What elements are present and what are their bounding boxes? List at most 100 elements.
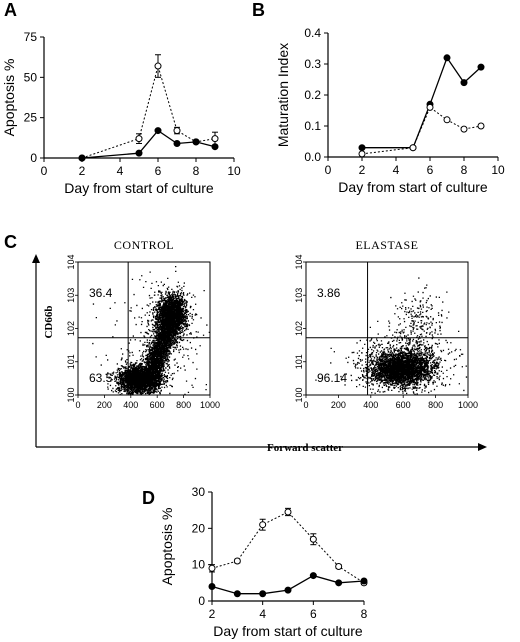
y-tick-label: 103 — [66, 288, 76, 303]
data-point — [309, 535, 317, 543]
flow-events — [315, 277, 468, 396]
data-point — [358, 150, 366, 158]
x-tick-label: 4 — [117, 164, 124, 178]
y-tick-label: 0.1 — [304, 119, 321, 133]
y-tick-label: 101 — [294, 354, 304, 369]
x-tick-label: 10 — [227, 164, 241, 178]
data-point — [208, 564, 216, 572]
series-line — [211, 511, 365, 584]
data-point — [135, 149, 143, 157]
y-tick-label: 75 — [24, 30, 38, 44]
chart-b: 0 2 4 6 8 10 0.0 0.1 0.2 0.3 0.4 Day from start of … — [275, 26, 505, 195]
flow-plot-title: CONTROL — [114, 238, 174, 252]
data-point — [358, 144, 366, 152]
y-tick-label: 0 — [30, 151, 37, 165]
y-axis-title: Apoptosis % — [1, 59, 17, 137]
y-tick-label: 30 — [192, 485, 206, 499]
y-tick-label: 25 — [24, 111, 38, 125]
y-tick-label: 102 — [66, 321, 76, 336]
data-point — [477, 63, 485, 71]
data-point — [284, 586, 292, 594]
y-tick-label: 100 — [66, 387, 76, 402]
x-tick-label: 4 — [393, 163, 400, 177]
data-point — [208, 582, 216, 590]
data-point — [173, 127, 181, 135]
series-line — [81, 64, 216, 159]
x-tick-label: 200 — [331, 400, 346, 410]
data-point — [259, 521, 267, 529]
panel-letter-b: B — [252, 0, 265, 20]
x-tick-label: 8 — [193, 164, 200, 178]
x-tick-label: 0 — [303, 400, 308, 410]
data-point — [211, 135, 219, 143]
y-tick-label: 20 — [192, 521, 206, 535]
y-tick-label: 0.2 — [304, 88, 321, 102]
x-tick-label: 1000 — [200, 400, 220, 410]
x-tick-label: 6 — [310, 607, 317, 621]
lower-left-percent: 96.14 — [317, 371, 347, 385]
panel-letter-a: A — [4, 0, 17, 20]
y-axis-title: Maturation Index — [275, 43, 291, 147]
x-tick-label: 600 — [150, 400, 165, 410]
x-tick-label: 8 — [361, 607, 368, 621]
x-arrow-head — [478, 443, 487, 451]
x-tick-label: 0 — [325, 163, 332, 177]
series-line — [361, 106, 482, 155]
x-tick-label: 200 — [97, 400, 112, 410]
upper-left-percent: 36.4 — [89, 286, 113, 300]
y-tick-label: 0.0 — [304, 150, 321, 164]
data-point — [154, 62, 162, 70]
data-point — [135, 135, 143, 143]
x-tick-label: 0 — [41, 164, 48, 178]
x-axis-title: Day from start of culture — [64, 180, 214, 196]
data-point — [360, 577, 368, 585]
y-tick-label: 104 — [66, 254, 76, 269]
panel-letter-c: C — [4, 232, 17, 252]
y-arrow-head — [32, 254, 40, 263]
x-tick-label: 4 — [259, 607, 266, 621]
x-tick-label: 2 — [79, 164, 86, 178]
x-tick-label: 2 — [209, 607, 216, 621]
data-point — [259, 590, 267, 598]
data-point — [78, 154, 86, 162]
data-point — [233, 557, 241, 565]
data-point — [335, 562, 343, 570]
x-tick-label: 600 — [396, 400, 411, 410]
flow-plot-title: ELASTASE — [355, 238, 418, 252]
data-point — [173, 139, 181, 147]
data-point — [284, 508, 292, 516]
data-point — [211, 143, 219, 151]
data-point — [233, 590, 241, 598]
x-tick-label: 2 — [359, 163, 366, 177]
x-tick-label: 1000 — [458, 400, 478, 410]
y-tick-label: 0.3 — [304, 57, 321, 71]
data-point — [477, 122, 485, 130]
y-tick-label: 0 — [198, 594, 205, 608]
y-tick-label: 102 — [294, 321, 304, 336]
x-axis-title: Day from start of culture — [213, 623, 363, 639]
data-point — [154, 127, 162, 135]
data-point — [335, 579, 343, 587]
x-tick-label: 6 — [427, 163, 434, 177]
panel-letter-d: D — [142, 488, 155, 508]
x-tick-label: 800 — [428, 400, 443, 410]
data-point — [309, 572, 317, 580]
y-tick-label: 101 — [66, 354, 76, 369]
data-point — [460, 79, 468, 87]
series-line — [362, 56, 482, 149]
x-tick-label: 400 — [363, 400, 378, 410]
x-tick-label: 6 — [155, 164, 162, 178]
data-point — [426, 103, 434, 111]
x-tick-label: 8 — [461, 163, 468, 177]
upper-left-percent: 3.86 — [317, 286, 341, 300]
y-tick-label: 104 — [294, 254, 304, 269]
data-point — [192, 138, 200, 146]
flow-events — [92, 266, 210, 396]
data-point — [460, 125, 468, 133]
data-point — [409, 144, 417, 152]
data-point — [443, 54, 451, 62]
y-tick-label: 50 — [24, 70, 38, 84]
x-tick-label: 10 — [491, 163, 505, 177]
y-axis-title: CD66b — [43, 305, 55, 338]
